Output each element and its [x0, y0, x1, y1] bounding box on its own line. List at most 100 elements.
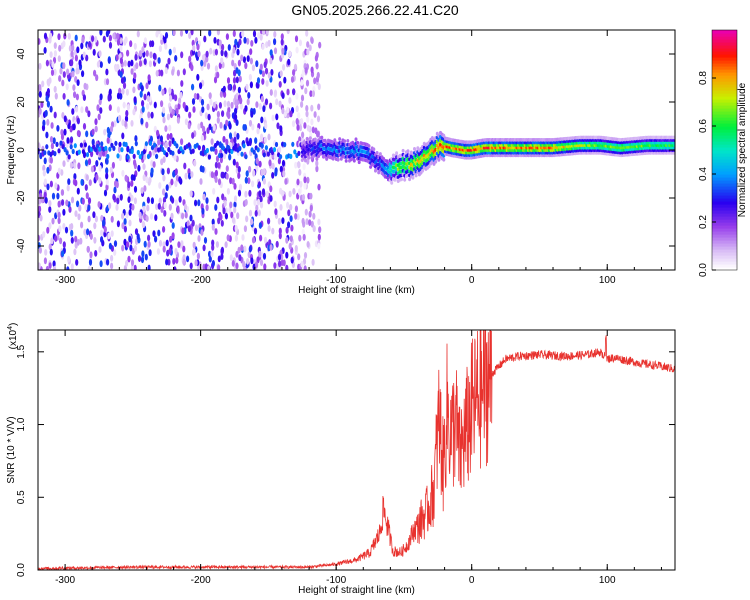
signal-cell	[307, 155, 311, 160]
colorbar-tick-label: 0.4	[698, 167, 709, 181]
colorbar-segment	[712, 201, 737, 205]
noise-cell	[261, 78, 265, 85]
noise-cell	[214, 228, 218, 235]
noise-cell	[121, 169, 125, 177]
noise-cell	[200, 59, 204, 67]
noise-cell	[49, 180, 54, 188]
noise-cell	[250, 218, 254, 226]
y-axis-label: SNR (10 * V/V)	[6, 416, 17, 483]
noise-cell	[71, 108, 75, 115]
noise-cell	[254, 137, 258, 145]
noise-cell	[87, 158, 92, 166]
colorbar-segment	[712, 120, 737, 124]
noise-cell	[240, 54, 244, 62]
noise-cell	[46, 166, 50, 174]
noise-cell	[162, 188, 166, 196]
noise-cell	[260, 116, 264, 124]
noise-cell	[125, 260, 129, 267]
noise-cell	[317, 103, 321, 111]
noise-cell	[38, 62, 42, 70]
noise-cell	[306, 116, 310, 123]
noise-cell	[166, 113, 170, 121]
noise-cell	[173, 266, 177, 270]
noise-cell	[220, 246, 224, 254]
noise-cell	[279, 70, 283, 77]
noise-cell	[142, 205, 146, 213]
noise-cell	[49, 136, 54, 143]
noise-cell	[273, 200, 277, 208]
noise-cell	[286, 106, 290, 114]
signal-cell	[352, 158, 356, 163]
noise-cell	[311, 90, 315, 98]
noise-cell	[194, 224, 199, 232]
colorbar-segment	[712, 267, 737, 271]
noise-cell	[260, 133, 264, 141]
noise-cell	[86, 245, 90, 253]
noise-cell	[255, 157, 259, 165]
noise-cell	[210, 171, 214, 179]
y-tick-label: 0.5	[16, 490, 27, 504]
signal-cell	[272, 147, 277, 153]
noise-cell	[226, 188, 230, 195]
noise-cell	[256, 256, 260, 264]
noise-cell	[184, 172, 188, 180]
noise-cell	[227, 83, 231, 91]
noise-cell	[164, 125, 168, 132]
noise-cell	[121, 88, 125, 95]
noise-cell	[158, 197, 162, 205]
noise-cell	[216, 71, 220, 79]
noise-cell	[277, 157, 281, 165]
noise-cell	[85, 106, 89, 113]
colorbar-segment	[712, 66, 737, 70]
noise-cell	[140, 85, 144, 92]
noise-cell	[265, 190, 269, 198]
noise-cell	[64, 226, 69, 234]
signal-cell	[43, 150, 47, 156]
noise-cell	[303, 252, 308, 259]
signal-cell	[108, 146, 112, 152]
y-tick-label: 0.0	[16, 563, 27, 577]
noise-cell	[229, 201, 233, 209]
noise-cell	[66, 99, 70, 106]
noise-cell	[188, 32, 192, 39]
signal-cell	[63, 147, 67, 153]
noise-cell	[316, 115, 321, 123]
signal-cell	[224, 148, 228, 154]
noise-cell	[286, 30, 290, 35]
signal-cell	[191, 148, 195, 154]
noise-cell	[238, 254, 242, 262]
noise-cell	[215, 241, 219, 248]
signal-cell	[69, 144, 73, 150]
noise-cell	[168, 140, 172, 148]
noise-cell	[206, 62, 211, 70]
noise-cell	[85, 130, 89, 138]
noise-cell	[48, 77, 52, 84]
noise-cell	[209, 98, 213, 106]
noise-cell	[38, 107, 42, 115]
noise-cell	[205, 197, 209, 205]
noise-cell	[74, 34, 78, 42]
noise-cell	[42, 231, 46, 238]
noise-cell	[94, 250, 98, 257]
signal-cell	[403, 177, 407, 182]
noise-cell	[177, 241, 181, 249]
noise-cell	[99, 30, 103, 36]
noise-cell	[116, 32, 120, 40]
noise-cell	[143, 58, 147, 65]
signal-cell	[187, 142, 191, 148]
noise-cell	[43, 178, 48, 186]
noise-cell	[316, 71, 320, 79]
noise-cell	[168, 247, 172, 255]
noise-cell	[216, 116, 220, 124]
noise-cell	[225, 138, 229, 146]
noise-cell	[287, 58, 291, 66]
noise-cell	[115, 54, 119, 61]
noise-cell	[249, 57, 253, 65]
noise-cell	[267, 39, 271, 47]
noise-cell	[243, 245, 247, 253]
noise-cell	[128, 235, 132, 243]
noise-cell	[241, 234, 245, 241]
noise-cell	[71, 70, 75, 78]
signal-cell	[96, 143, 100, 149]
noise-cell	[105, 167, 109, 175]
